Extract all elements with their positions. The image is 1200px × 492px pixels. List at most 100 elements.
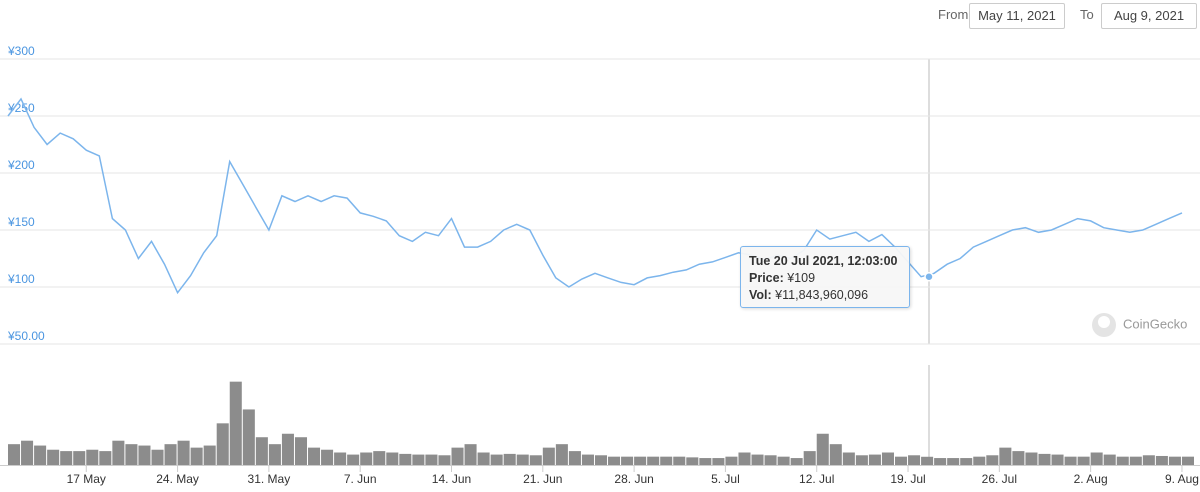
volume-bar — [647, 456, 660, 465]
y-tick-label: ¥200 — [7, 158, 35, 172]
tooltip-vol: ¥11,843,960,096 — [775, 288, 869, 302]
volume-bar — [281, 433, 294, 465]
volume-bar — [1181, 456, 1194, 465]
volume-bar — [660, 456, 673, 465]
tooltip-price: ¥109 — [787, 271, 816, 285]
volume-bar — [1142, 455, 1155, 465]
volume-bar — [673, 456, 686, 465]
price-line — [7, 97, 1183, 295]
volume-bar — [164, 444, 177, 465]
from-label: From — [938, 7, 969, 22]
volume-bar — [516, 454, 529, 465]
volume-bar — [190, 447, 203, 465]
volume-bar — [947, 458, 960, 465]
watermark-text: CoinGecko — [1123, 316, 1187, 331]
volume-bar — [451, 447, 464, 465]
volume-bar — [438, 455, 451, 465]
volume-bar — [829, 444, 842, 465]
volume-bar — [99, 451, 112, 465]
volume-bar — [842, 452, 855, 465]
to-label: To — [1080, 7, 1094, 22]
volume-bar — [1025, 452, 1038, 465]
volume-bar — [594, 455, 608, 465]
volume-bar — [86, 449, 99, 465]
volume-bar — [777, 456, 790, 465]
y-tick-label: ¥150 — [7, 215, 35, 229]
x-tick-label: 12. Jul — [799, 472, 834, 486]
hover-marker — [924, 271, 934, 282]
x-tick-label: 17 May — [67, 472, 106, 486]
y-tick-label: ¥50.00 — [7, 329, 45, 343]
volume-bar — [425, 454, 438, 465]
volume-bar — [568, 451, 581, 465]
tooltip: Tue 20 Jul 2021, 12:03:00 Price: ¥109 Vo… — [740, 246, 910, 308]
volume-bar — [686, 457, 699, 465]
volume-bar — [373, 451, 386, 465]
volume-bar — [203, 445, 216, 465]
volume-bar — [216, 423, 229, 465]
volume-bar — [1038, 453, 1051, 465]
volume-bar — [229, 381, 242, 465]
volume-bar — [412, 454, 425, 465]
x-tick-label: 19. Jul — [890, 472, 925, 486]
volume-bar — [151, 449, 164, 465]
volume-bar — [60, 451, 73, 465]
x-tick-label: 14. Jun — [432, 472, 471, 486]
x-tick-label: 21. Jun — [523, 472, 562, 486]
volume-bar — [555, 444, 568, 465]
x-tick-label: 26. Jul — [982, 472, 1017, 486]
volume-bar — [1077, 456, 1090, 465]
volume-bar — [699, 458, 712, 465]
volume-bar — [529, 455, 542, 465]
tooltip-title: Tue 20 Jul 2021, 12:03:00 — [749, 254, 898, 268]
volume-bar — [960, 458, 973, 465]
volume-bar — [138, 445, 151, 465]
volume-bar — [1051, 454, 1064, 465]
volume-bar — [242, 409, 255, 465]
volume-bar — [934, 458, 947, 465]
volume-bar — [1064, 456, 1077, 465]
volume-bar — [1168, 456, 1181, 465]
volume-bar — [581, 454, 594, 465]
volume-bar — [921, 456, 934, 465]
volume-bar — [1090, 452, 1103, 465]
volume-bar — [725, 456, 738, 465]
volume-bar — [255, 437, 268, 465]
volume-bar — [112, 440, 125, 465]
volume-bar — [47, 449, 60, 465]
tooltip-vol-label: Vol: — [749, 288, 772, 302]
volume-bar — [8, 444, 21, 465]
x-tick-label: 24. May — [156, 472, 199, 486]
volume-bar — [34, 445, 47, 465]
x-tick-label: 31. May — [248, 472, 291, 486]
volume-bar — [764, 455, 777, 465]
y-tick-label: ¥250 — [7, 101, 35, 115]
volume-bar — [1155, 455, 1168, 465]
volume-bar — [738, 452, 751, 465]
volume-bar — [1129, 456, 1142, 465]
volume-bar — [634, 456, 647, 465]
volume-bar — [999, 447, 1012, 465]
volume-bar — [477, 452, 490, 465]
y-tick-label: ¥100 — [7, 272, 35, 286]
volume-bar — [177, 440, 190, 465]
volume-bar — [125, 444, 138, 465]
volume-bar — [894, 456, 908, 465]
y-tick-label: ¥300 — [7, 44, 35, 58]
volume-bar — [294, 437, 308, 465]
volume-bar — [360, 452, 373, 465]
volume-bar — [399, 453, 412, 465]
volume-bar — [308, 447, 321, 465]
x-tick-label: 2. Aug — [1074, 472, 1108, 486]
x-tick-label: 28. Jun — [614, 472, 653, 486]
volume-bar — [1012, 451, 1025, 465]
from-date-input[interactable]: May 11, 2021 — [969, 3, 1065, 29]
volume-bar — [908, 455, 921, 465]
volume-bar — [881, 452, 894, 465]
to-date-input[interactable]: Aug 9, 2021 — [1101, 3, 1197, 29]
x-tick-label: 5. Jul — [711, 472, 740, 486]
volume-bar — [1103, 454, 1116, 465]
volume-bar — [712, 458, 725, 465]
volume-bar — [855, 455, 868, 465]
volume-bar — [503, 453, 516, 465]
